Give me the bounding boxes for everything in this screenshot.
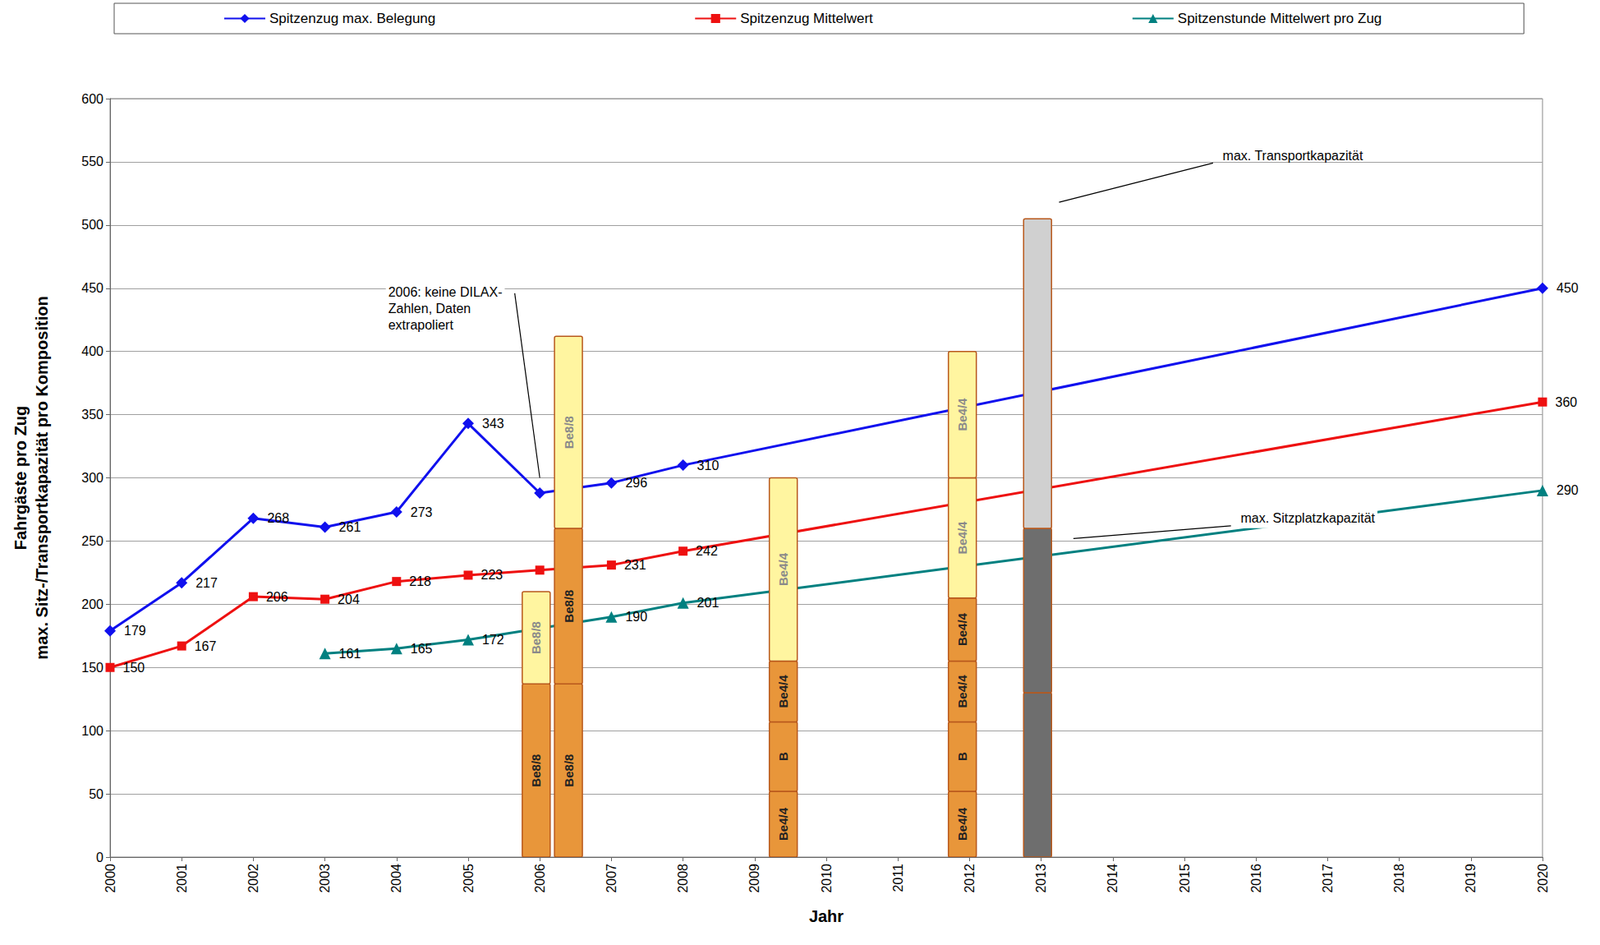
svg-text:Spitzenzug Mittelwert: Spitzenzug Mittelwert <box>740 10 874 27</box>
svg-text:Be4/4: Be4/4 <box>955 806 970 841</box>
svg-text:2020: 2020 <box>1535 863 1550 893</box>
svg-text:Be4/4: Be4/4 <box>955 520 970 555</box>
svg-text:50: 50 <box>88 786 104 801</box>
svg-text:268: 268 <box>266 510 290 525</box>
svg-text:165: 165 <box>410 641 433 656</box>
svg-text:2013: 2013 <box>1034 863 1049 893</box>
svg-text:290: 290 <box>1556 482 1579 497</box>
svg-text:450: 450 <box>81 280 104 295</box>
svg-text:231: 231 <box>624 557 647 572</box>
svg-text:2002: 2002 <box>246 863 261 893</box>
svg-text:Be4/4: Be4/4 <box>955 397 970 432</box>
svg-text:190: 190 <box>625 609 648 624</box>
svg-text:2012: 2012 <box>962 863 977 893</box>
svg-text:Jahr: Jahr <box>809 906 844 925</box>
svg-text:2009: 2009 <box>747 863 762 893</box>
svg-text:2005: 2005 <box>461 863 476 893</box>
svg-text:Be4/4: Be4/4 <box>955 674 970 709</box>
svg-text:201: 201 <box>697 595 720 610</box>
svg-text:0: 0 <box>96 850 104 865</box>
svg-text:300: 300 <box>81 470 104 485</box>
svg-text:Spitzenstunde Mittelwert pro Z: Spitzenstunde Mittelwert pro Zug <box>1177 10 1383 27</box>
svg-text:Be8/8: Be8/8 <box>561 415 576 449</box>
svg-text:max. Transportkapazität: max. Transportkapazität <box>1222 148 1364 163</box>
svg-text:max. Sitz-/Transportkapazität: max. Sitz-/Transportkapazität pro Kompos… <box>32 295 51 659</box>
svg-text:360: 360 <box>1555 395 1578 410</box>
svg-text:200: 200 <box>81 597 104 612</box>
svg-text:450: 450 <box>1556 280 1579 295</box>
svg-text:B: B <box>955 751 970 761</box>
svg-text:Be4/4: Be4/4 <box>776 551 791 586</box>
svg-text:Be4/4: Be4/4 <box>955 611 970 646</box>
svg-text:2015: 2015 <box>1177 863 1192 893</box>
svg-text:2011: 2011 <box>891 863 906 892</box>
svg-text:2001: 2001 <box>174 863 189 893</box>
svg-text:2017: 2017 <box>1320 863 1335 893</box>
svg-text:2014: 2014 <box>1105 863 1120 893</box>
svg-text:Be8/8: Be8/8 <box>561 589 576 623</box>
svg-text:max. Sitzplatzkapazität: max. Sitzplatzkapazität <box>1240 510 1375 525</box>
svg-text:B: B <box>776 751 791 761</box>
svg-text:100: 100 <box>81 723 104 738</box>
svg-text:217: 217 <box>195 575 218 590</box>
svg-text:2003: 2003 <box>317 863 332 893</box>
svg-text:296: 296 <box>625 475 648 490</box>
svg-text:206: 206 <box>266 589 289 604</box>
svg-text:161: 161 <box>339 646 362 661</box>
svg-text:150: 150 <box>81 660 104 675</box>
svg-text:172: 172 <box>482 632 505 647</box>
svg-text:Be8/8: Be8/8 <box>528 620 543 654</box>
svg-text:Be8/8: Be8/8 <box>561 754 576 787</box>
svg-text:179: 179 <box>124 623 147 638</box>
svg-text:2004: 2004 <box>389 863 404 893</box>
svg-text:400: 400 <box>81 344 104 359</box>
svg-text:550: 550 <box>81 154 104 169</box>
svg-text:204: 204 <box>337 592 360 607</box>
svg-text:343: 343 <box>482 416 505 431</box>
svg-text:250: 250 <box>81 533 104 548</box>
svg-text:2006: keine DILAX-: 2006: keine DILAX- <box>388 285 503 299</box>
svg-text:150: 150 <box>123 660 146 675</box>
svg-text:Zahlen, Daten: Zahlen, Daten <box>388 301 472 316</box>
svg-text:223: 223 <box>481 567 504 582</box>
svg-text:Be4/4: Be4/4 <box>776 674 791 709</box>
svg-text:Be4/4: Be4/4 <box>776 806 791 841</box>
svg-text:2018: 2018 <box>1392 863 1407 893</box>
svg-text:2000: 2000 <box>103 863 118 893</box>
svg-text:167: 167 <box>194 639 217 653</box>
svg-text:2010: 2010 <box>819 863 834 893</box>
svg-text:extrapoliert: extrapoliert <box>388 317 455 332</box>
svg-text:310: 310 <box>697 458 720 473</box>
svg-text:Fahrgäste pro Zug: Fahrgäste pro Zug <box>11 405 30 551</box>
svg-text:261: 261 <box>339 519 362 534</box>
svg-text:2006: 2006 <box>533 863 548 893</box>
svg-text:500: 500 <box>81 217 104 232</box>
svg-text:2008: 2008 <box>675 863 690 893</box>
svg-text:242: 242 <box>695 543 718 558</box>
svg-text:Be8/8: Be8/8 <box>528 754 543 787</box>
svg-text:350: 350 <box>81 407 104 422</box>
svg-text:Spitzenzug max. Belegung: Spitzenzug max. Belegung <box>269 10 436 27</box>
svg-text:2016: 2016 <box>1249 863 1264 893</box>
svg-text:2007: 2007 <box>604 863 619 893</box>
svg-text:218: 218 <box>409 574 432 589</box>
svg-text:600: 600 <box>81 91 104 106</box>
svg-text:273: 273 <box>410 505 433 520</box>
svg-text:2019: 2019 <box>1463 863 1478 893</box>
